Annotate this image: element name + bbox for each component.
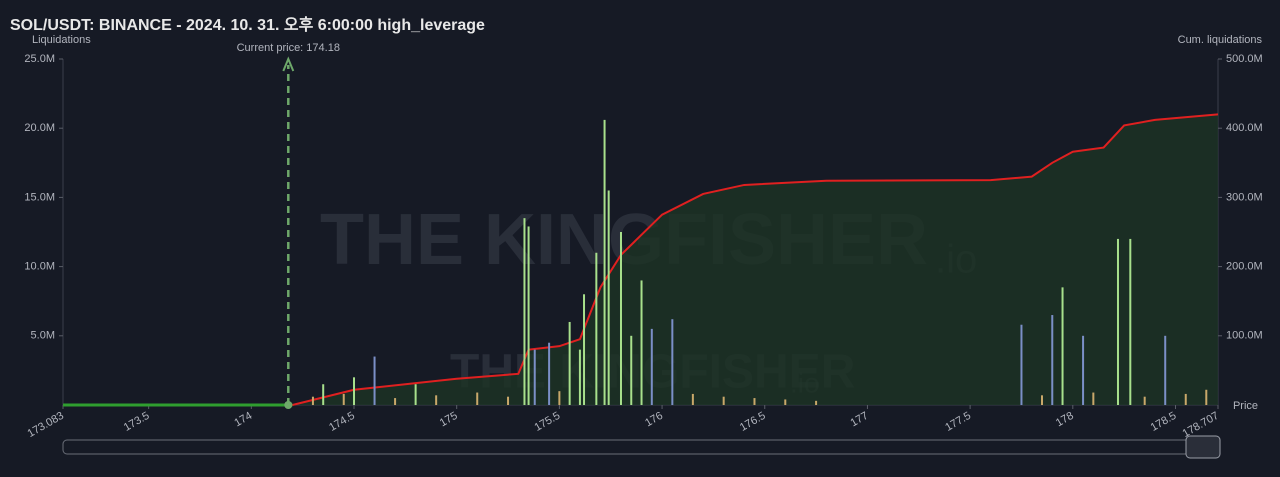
liquidation-bar [815, 400, 818, 405]
y2-tick-label: 500.0M [1226, 53, 1263, 65]
liquidation-bar [527, 226, 530, 405]
liquidation-bar [1061, 287, 1064, 405]
y-tick-label: 15.0M [24, 191, 55, 203]
cumulative-line [292, 113, 1219, 406]
liquidation-bar [414, 384, 417, 405]
y2-tick-label: 100.0M [1226, 330, 1263, 342]
liquidation-bar [753, 398, 756, 405]
liquidation-bar [671, 319, 674, 405]
liquidation-bar [322, 384, 325, 405]
liquidation-bar [583, 294, 586, 405]
y-tick-label: 20.0M [24, 122, 55, 134]
liquidation-bar [373, 356, 376, 405]
liquidation-bar [607, 190, 610, 405]
y2-axis-label: Cum. liquidations [1178, 34, 1263, 46]
y2-tick-label: 200.0M [1226, 261, 1263, 273]
liquidation-bar [523, 218, 526, 405]
liquidation-bar [784, 399, 787, 405]
liquidation-bar [578, 349, 581, 405]
liquidation-bar [1082, 335, 1085, 405]
liquidation-bar [1143, 396, 1146, 405]
liquidation-bar [568, 321, 571, 405]
chart-title: SOL/USDT: BINANCE - 2024. 10. 31. 오후 6:0… [10, 15, 485, 34]
liquidation-bar [1051, 315, 1054, 405]
liquidation-bar [311, 396, 314, 405]
liquidation-bar [1184, 393, 1187, 405]
y2-tick-label: 400.0M [1226, 122, 1263, 134]
liquidation-bar [533, 349, 536, 405]
liquidation-bar [507, 396, 510, 405]
liquidation-bar [1092, 392, 1095, 405]
y-tick-label: 25.0M [24, 53, 55, 65]
liquidation-bar [603, 119, 606, 405]
scroll-handle[interactable] [1185, 435, 1221, 459]
liquidation-bar [640, 280, 643, 405]
liquidation-bar [1129, 238, 1132, 405]
liquidation-bar [1164, 335, 1167, 405]
liquidation-bar [630, 335, 633, 405]
liquidation-bar [394, 398, 397, 405]
y2-tick-label: 300.0M [1226, 191, 1263, 203]
liquidation-bar [595, 252, 598, 405]
liquidation-bar [691, 393, 694, 405]
liquidation-bar [476, 392, 479, 405]
liquidation-bar [435, 395, 438, 405]
y-tick-label: 10.0M [24, 261, 55, 273]
current-price-label: Current price: 174.18 [237, 42, 340, 54]
current-price-arrow [282, 56, 295, 72]
liquidation-bar [1116, 238, 1119, 405]
liquidation-bar [650, 328, 653, 405]
liquidation-bar [558, 391, 561, 405]
liquidation-bar [548, 342, 551, 405]
liquidation-bar [1020, 324, 1023, 405]
liquidation-bar [722, 396, 725, 405]
liquidation-bar [1205, 389, 1208, 405]
cumulative-area [292, 114, 1219, 406]
liquidation-bar [353, 377, 356, 405]
x-axis-label: Price [1233, 400, 1258, 412]
liquidation-bar [619, 232, 622, 405]
y-axis-label: Liquidations [32, 34, 91, 46]
liquidation-bar [342, 393, 345, 405]
y-tick-label: 5.0M [31, 330, 55, 342]
current-price-dot [284, 401, 293, 409]
liquidation-bar [1040, 395, 1043, 405]
